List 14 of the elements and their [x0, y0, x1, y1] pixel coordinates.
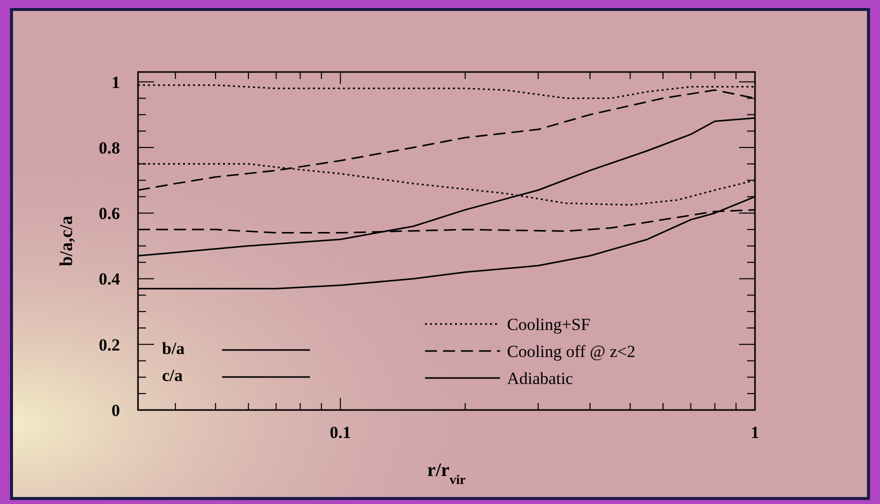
x-tick-label: 0.1 — [330, 423, 352, 442]
legend-label: Cooling off @ z<2 — [507, 342, 636, 361]
annotation: c/a — [162, 366, 184, 385]
y-tick-label: 0.6 — [98, 204, 120, 224]
y-tick-label: 0.2 — [98, 335, 120, 354]
annotation: b/a — [162, 339, 186, 358]
y-tick-label: 0.8 — [98, 138, 120, 158]
y-tick-label: 1 — [112, 72, 120, 92]
x-axis-title: r/r$_{vir}$ — [427, 460, 466, 486]
legend-label: Adiabatic — [507, 369, 574, 388]
y-tick-label: 0 — [112, 401, 120, 420]
legend-label: Cooling+SF — [507, 315, 590, 334]
y-axis-title: b/a,c/a — [56, 216, 76, 266]
y-tick-label: 0.4 — [98, 270, 120, 289]
